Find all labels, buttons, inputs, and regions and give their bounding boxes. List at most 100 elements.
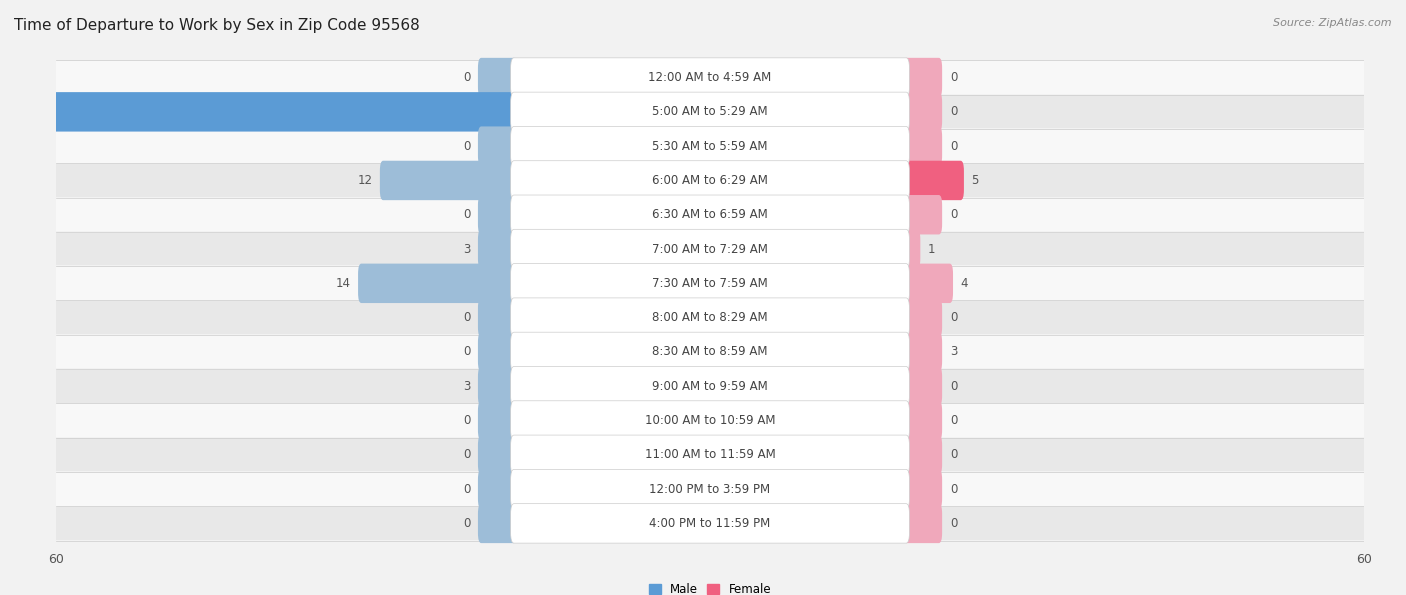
FancyBboxPatch shape — [510, 126, 910, 166]
Text: 7:00 AM to 7:29 AM: 7:00 AM to 7:29 AM — [652, 243, 768, 255]
FancyBboxPatch shape — [510, 58, 910, 97]
Text: 0: 0 — [463, 208, 470, 221]
Text: 0: 0 — [950, 140, 957, 153]
FancyBboxPatch shape — [478, 229, 517, 269]
Text: 8:00 AM to 8:29 AM: 8:00 AM to 8:29 AM — [652, 311, 768, 324]
Text: 0: 0 — [950, 71, 957, 84]
Text: 0: 0 — [463, 71, 470, 84]
FancyBboxPatch shape — [0, 92, 517, 131]
FancyBboxPatch shape — [56, 507, 1364, 540]
FancyBboxPatch shape — [56, 301, 1364, 334]
Text: 0: 0 — [950, 311, 957, 324]
Text: 5:00 AM to 5:29 AM: 5:00 AM to 5:29 AM — [652, 105, 768, 118]
FancyBboxPatch shape — [903, 332, 942, 372]
FancyBboxPatch shape — [903, 504, 942, 543]
FancyBboxPatch shape — [510, 264, 910, 303]
FancyBboxPatch shape — [56, 95, 1364, 129]
Text: 0: 0 — [950, 380, 957, 393]
FancyBboxPatch shape — [903, 264, 953, 303]
Text: 0: 0 — [950, 414, 957, 427]
FancyBboxPatch shape — [510, 401, 910, 440]
Text: 0: 0 — [950, 483, 957, 496]
Text: 0: 0 — [463, 346, 470, 358]
Text: 11:00 AM to 11:59 AM: 11:00 AM to 11:59 AM — [645, 448, 775, 461]
Text: 4:00 PM to 11:59 PM: 4:00 PM to 11:59 PM — [650, 517, 770, 530]
Text: 5:30 AM to 5:59 AM: 5:30 AM to 5:59 AM — [652, 140, 768, 153]
FancyBboxPatch shape — [56, 130, 1364, 162]
FancyBboxPatch shape — [903, 161, 965, 200]
Text: 0: 0 — [950, 105, 957, 118]
FancyBboxPatch shape — [510, 195, 910, 234]
Text: 8:30 AM to 8:59 AM: 8:30 AM to 8:59 AM — [652, 346, 768, 358]
FancyBboxPatch shape — [903, 229, 921, 269]
FancyBboxPatch shape — [478, 332, 517, 372]
Text: 12:00 PM to 3:59 PM: 12:00 PM to 3:59 PM — [650, 483, 770, 496]
Text: 0: 0 — [463, 140, 470, 153]
Legend: Male, Female: Male, Female — [644, 578, 776, 595]
Text: 3: 3 — [463, 380, 470, 393]
FancyBboxPatch shape — [903, 195, 942, 234]
FancyBboxPatch shape — [56, 164, 1364, 197]
FancyBboxPatch shape — [510, 298, 910, 337]
Text: 3: 3 — [950, 346, 957, 358]
FancyBboxPatch shape — [510, 332, 910, 372]
Text: Time of Departure to Work by Sex in Zip Code 95568: Time of Departure to Work by Sex in Zip … — [14, 18, 420, 33]
FancyBboxPatch shape — [903, 92, 942, 131]
FancyBboxPatch shape — [903, 126, 942, 166]
FancyBboxPatch shape — [478, 195, 517, 234]
FancyBboxPatch shape — [510, 435, 910, 475]
FancyBboxPatch shape — [478, 469, 517, 509]
Text: 0: 0 — [463, 311, 470, 324]
FancyBboxPatch shape — [903, 401, 942, 440]
FancyBboxPatch shape — [903, 469, 942, 509]
Text: 0: 0 — [463, 448, 470, 461]
Text: 12:00 AM to 4:59 AM: 12:00 AM to 4:59 AM — [648, 71, 772, 84]
Text: 7:30 AM to 7:59 AM: 7:30 AM to 7:59 AM — [652, 277, 768, 290]
FancyBboxPatch shape — [359, 264, 517, 303]
FancyBboxPatch shape — [56, 61, 1364, 94]
Text: 0: 0 — [950, 517, 957, 530]
FancyBboxPatch shape — [478, 367, 517, 406]
Text: 4: 4 — [960, 277, 969, 290]
Text: 0: 0 — [950, 208, 957, 221]
FancyBboxPatch shape — [478, 504, 517, 543]
FancyBboxPatch shape — [56, 233, 1364, 265]
FancyBboxPatch shape — [56, 267, 1364, 300]
Text: 10:00 AM to 10:59 AM: 10:00 AM to 10:59 AM — [645, 414, 775, 427]
FancyBboxPatch shape — [510, 161, 910, 200]
Text: 6:00 AM to 6:29 AM: 6:00 AM to 6:29 AM — [652, 174, 768, 187]
FancyBboxPatch shape — [56, 336, 1364, 368]
Text: Source: ZipAtlas.com: Source: ZipAtlas.com — [1274, 18, 1392, 28]
FancyBboxPatch shape — [478, 401, 517, 440]
Text: 0: 0 — [463, 483, 470, 496]
Text: 0: 0 — [463, 414, 470, 427]
FancyBboxPatch shape — [903, 435, 942, 475]
FancyBboxPatch shape — [510, 92, 910, 131]
Text: 5: 5 — [972, 174, 979, 187]
FancyBboxPatch shape — [510, 229, 910, 269]
FancyBboxPatch shape — [510, 367, 910, 406]
FancyBboxPatch shape — [478, 298, 517, 337]
Text: 12: 12 — [357, 174, 373, 187]
FancyBboxPatch shape — [56, 439, 1364, 471]
Text: 6:30 AM to 6:59 AM: 6:30 AM to 6:59 AM — [652, 208, 768, 221]
FancyBboxPatch shape — [510, 469, 910, 509]
FancyBboxPatch shape — [56, 369, 1364, 403]
Text: 0: 0 — [950, 448, 957, 461]
FancyBboxPatch shape — [56, 404, 1364, 437]
FancyBboxPatch shape — [510, 504, 910, 543]
FancyBboxPatch shape — [903, 298, 942, 337]
Text: 9:00 AM to 9:59 AM: 9:00 AM to 9:59 AM — [652, 380, 768, 393]
FancyBboxPatch shape — [380, 161, 517, 200]
FancyBboxPatch shape — [478, 435, 517, 475]
FancyBboxPatch shape — [478, 58, 517, 97]
FancyBboxPatch shape — [903, 367, 942, 406]
Text: 3: 3 — [463, 243, 470, 255]
Text: 1: 1 — [928, 243, 935, 255]
FancyBboxPatch shape — [56, 472, 1364, 506]
Text: 0: 0 — [463, 517, 470, 530]
Text: 14: 14 — [336, 277, 350, 290]
FancyBboxPatch shape — [56, 198, 1364, 231]
FancyBboxPatch shape — [478, 126, 517, 166]
FancyBboxPatch shape — [903, 58, 942, 97]
